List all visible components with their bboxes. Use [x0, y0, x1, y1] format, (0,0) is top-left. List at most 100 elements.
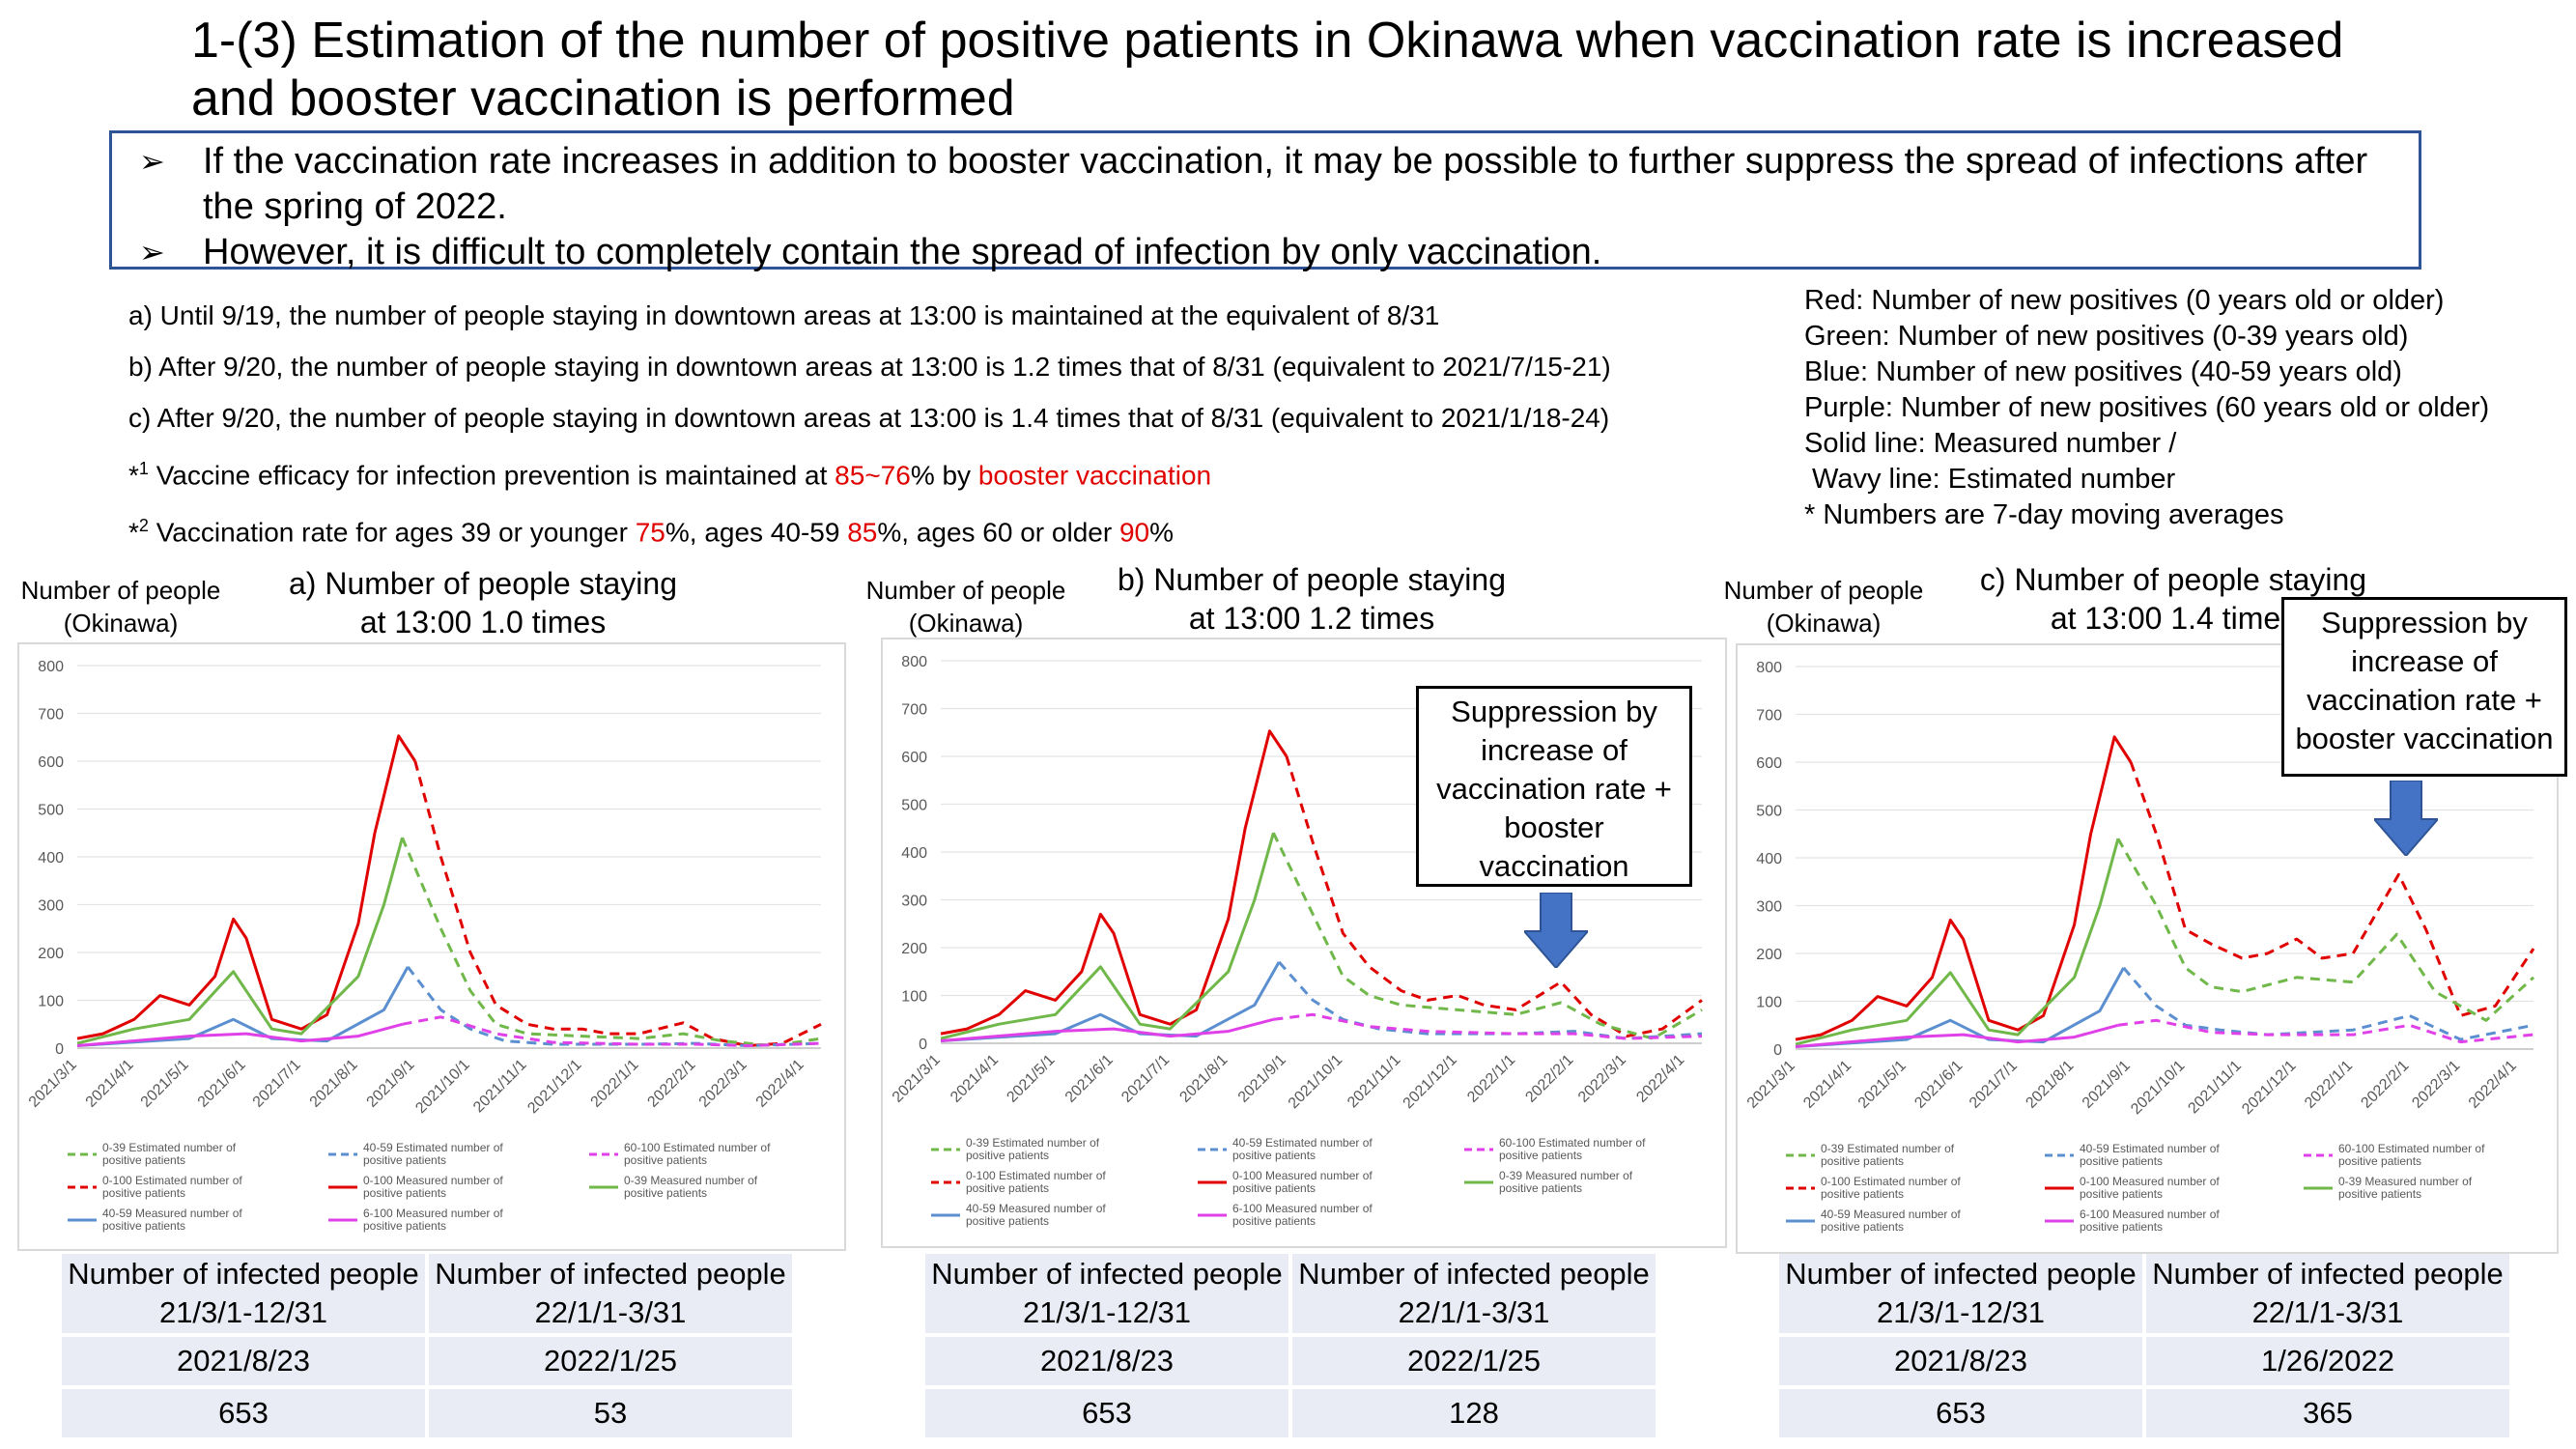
note-2-rate-old: 90: [1118, 517, 1150, 548]
y-tick-label: 200: [38, 946, 64, 962]
y-axis-caption-line1: Number of people: [1723, 576, 1924, 605]
page-title: 1-(3) Estimation of the number of positi…: [191, 12, 2548, 128]
y-tick-label: 800: [1756, 660, 1782, 676]
x-tick-label: 2022/4/1: [1633, 1052, 1687, 1106]
note-2-text-a: Vaccination rate for ages 39 or younger: [148, 517, 636, 548]
down-arrow-c-icon: [2374, 781, 2438, 856]
note-2-rate-young: 75: [635, 517, 665, 548]
legend-label: 40-59 Estimated number of positive patien…: [363, 1141, 503, 1167]
x-tick-label: 2021/3/1: [1744, 1058, 1798, 1112]
summary-bullet-1: ➢ If the vaccination rate increases in a…: [139, 139, 2399, 230]
series-line: [76, 1022, 403, 1047]
stats-a-header-2021: Number of infected people 21/3/1-12/31: [62, 1254, 425, 1333]
series-line: [76, 734, 417, 1040]
y-tick-label: 500: [901, 798, 927, 814]
chart-a-svg: 0 100 200 300 400 500 600 700 800 2021/3/1 2021/4/…: [26, 659, 822, 1233]
series-line: [401, 837, 822, 1047]
color-key-purple: Purple: Number of new positives (60 year…: [1804, 392, 2490, 423]
y-tick-label: 400: [1756, 851, 1782, 867]
y-axis-caption-line2: (Okinawa): [63, 609, 179, 638]
stats-b-peak-date-2022: 2022/1/25: [1292, 1333, 1656, 1385]
x-tick-label: 2022/1/1: [1464, 1052, 1518, 1106]
note-1-sup: 1: [138, 459, 149, 478]
panel-b-title: b) Number of people staying at 13:00 1.2…: [1080, 560, 1543, 638]
y-tick-label: 300: [38, 898, 64, 915]
y-axis-caption-b: Number of people (Okinawa): [845, 574, 1087, 639]
x-tick-label: 2021/7/1: [250, 1057, 304, 1111]
stats-b-header-2022: Number of infected people 22/1/1-3/31: [1292, 1254, 1656, 1333]
x-tick-label: 2021/4/1: [83, 1057, 137, 1111]
legend-label: 0-100 Estimated number of positive patien…: [1821, 1175, 1961, 1201]
stats-a-peak-value-2022: 53: [429, 1385, 792, 1437]
x-tick-label: 2022/4/1: [2466, 1058, 2520, 1112]
x-tick-label: 2021/12/1: [2239, 1058, 2299, 1118]
legend-label: 40-59 Measured number of positive patient…: [1821, 1208, 1961, 1234]
y-tick-label: 400: [901, 845, 927, 862]
y-tick-label: 200: [1756, 947, 1782, 963]
note-2-mark: *: [128, 517, 139, 548]
callout-b: Suppression by increase of vaccination r…: [1416, 686, 1692, 887]
legend-label: 0-39 Estimated number of positive patient…: [102, 1141, 237, 1167]
legend-label: 0-100 Measured number of positive patient…: [363, 1174, 503, 1200]
x-tick-label: 2021/8/1: [307, 1057, 361, 1111]
chart-panel-a: 0 100 200 300 400 500 600 700 800 2021/3/1 2021/4/…: [17, 642, 846, 1251]
callout-c: Suppression by increase of vaccination r…: [2281, 597, 2567, 777]
series-line: [402, 1015, 822, 1047]
chart-b-svg: 0 100 200 300 400 500 600 700 800 2021/3/1 2021/4/…: [890, 654, 1703, 1228]
legend-label: 6-100 Measured number of positive patient…: [1232, 1202, 1373, 1228]
x-tick-label: 2021/4/1: [948, 1052, 1002, 1106]
x-tick-label: 2021/5/1: [1004, 1052, 1058, 1106]
y-axis-caption-line1: Number of people: [865, 576, 1066, 605]
arrow-bullet-icon: ➢: [139, 235, 165, 270]
series-line: [940, 832, 1275, 1040]
legend-label: 0-100 Estimated number of positive patien…: [966, 1169, 1106, 1195]
y-axis-caption-line1: Number of people: [20, 576, 221, 605]
x-tick-label: 2022/2/1: [644, 1057, 698, 1111]
legend-label: 0-39 Measured number of positive patients: [2338, 1175, 2473, 1201]
legend-label: 40-59 Estimated number of positive patien…: [2080, 1142, 2220, 1168]
x-tick-label: 2021/12/1: [1401, 1052, 1460, 1112]
series-line: [413, 760, 822, 1047]
color-key-red: Red: Number of new positives (0 years ol…: [1804, 285, 2445, 316]
x-tick-label: 2021/7/1: [1118, 1052, 1173, 1106]
legend-label: 40-59 Measured number of positive patient…: [102, 1207, 242, 1233]
x-tick-label: 2021/8/1: [2023, 1058, 2077, 1112]
y-tick-label: 800: [901, 654, 927, 670]
x-tick-label: 2022/2/1: [2358, 1058, 2412, 1112]
legend-label: 0-39 Estimated number of positive patient…: [966, 1136, 1100, 1162]
condition-c: c) After 9/20, the number of people stay…: [128, 403, 1610, 433]
summary-bullet-1-line2: the spring of 2022.: [203, 186, 507, 227]
series-line: [76, 837, 404, 1045]
note-2-rate-middle: 85: [847, 517, 878, 548]
note-1-efficacy: 85~76: [835, 460, 911, 491]
note-1-text-a: Vaccine efficacy for infection preventio…: [148, 460, 835, 491]
y-tick-label: 100: [1756, 995, 1782, 1011]
y-tick-label: 500: [38, 803, 64, 819]
x-tick-label: 2021/9/1: [1235, 1052, 1289, 1106]
series-line: [1795, 735, 2133, 1041]
stats-table-b: Number of infected people 21/3/1-12/31 N…: [921, 1254, 1659, 1437]
note-2-text-d: %: [1149, 517, 1175, 548]
x-tick-label: 2021/3/1: [890, 1052, 944, 1106]
stats-b-peak-value-2021: 653: [925, 1385, 1288, 1437]
x-tick-label: 2022/2/1: [1522, 1052, 1576, 1106]
legend-label: 0-39 Measured number of positive patients: [1499, 1169, 1633, 1195]
condition-a: a) Until 9/19, the number of people stay…: [128, 300, 1440, 330]
y-tick-label: 600: [901, 750, 927, 766]
series-line: [1272, 832, 1703, 1040]
chart-c-svg: 0 100 200 300 400 500 600 700 800 2021/3/1 2021/4/…: [1744, 660, 2535, 1234]
series-line: [940, 729, 1288, 1036]
y-tick-label: 0: [1773, 1042, 1782, 1059]
note-1-mark: *: [128, 460, 139, 491]
legend-label: 6-100 Measured number of positive patient…: [2080, 1208, 2220, 1234]
stats-a-header-2022: Number of infected people 22/1/1-3/31: [429, 1254, 792, 1333]
x-tick-label: 2021/5/1: [1855, 1058, 1910, 1112]
panel-b-title-line1: b) Number of people staying: [1118, 562, 1506, 597]
color-key-wavy: Wavy line: Estimated number: [1804, 464, 2176, 495]
x-tick-label: 2021/6/1: [195, 1057, 249, 1111]
x-tick-label: 2021/9/1: [364, 1057, 418, 1111]
x-tick-label: 2021/11/1: [2185, 1058, 2245, 1118]
x-tick-label: 2021/5/1: [138, 1057, 192, 1111]
x-tick-label: 2021/9/1: [2080, 1058, 2134, 1112]
note-2-text-c: %, ages 60 or older: [877, 517, 1119, 548]
